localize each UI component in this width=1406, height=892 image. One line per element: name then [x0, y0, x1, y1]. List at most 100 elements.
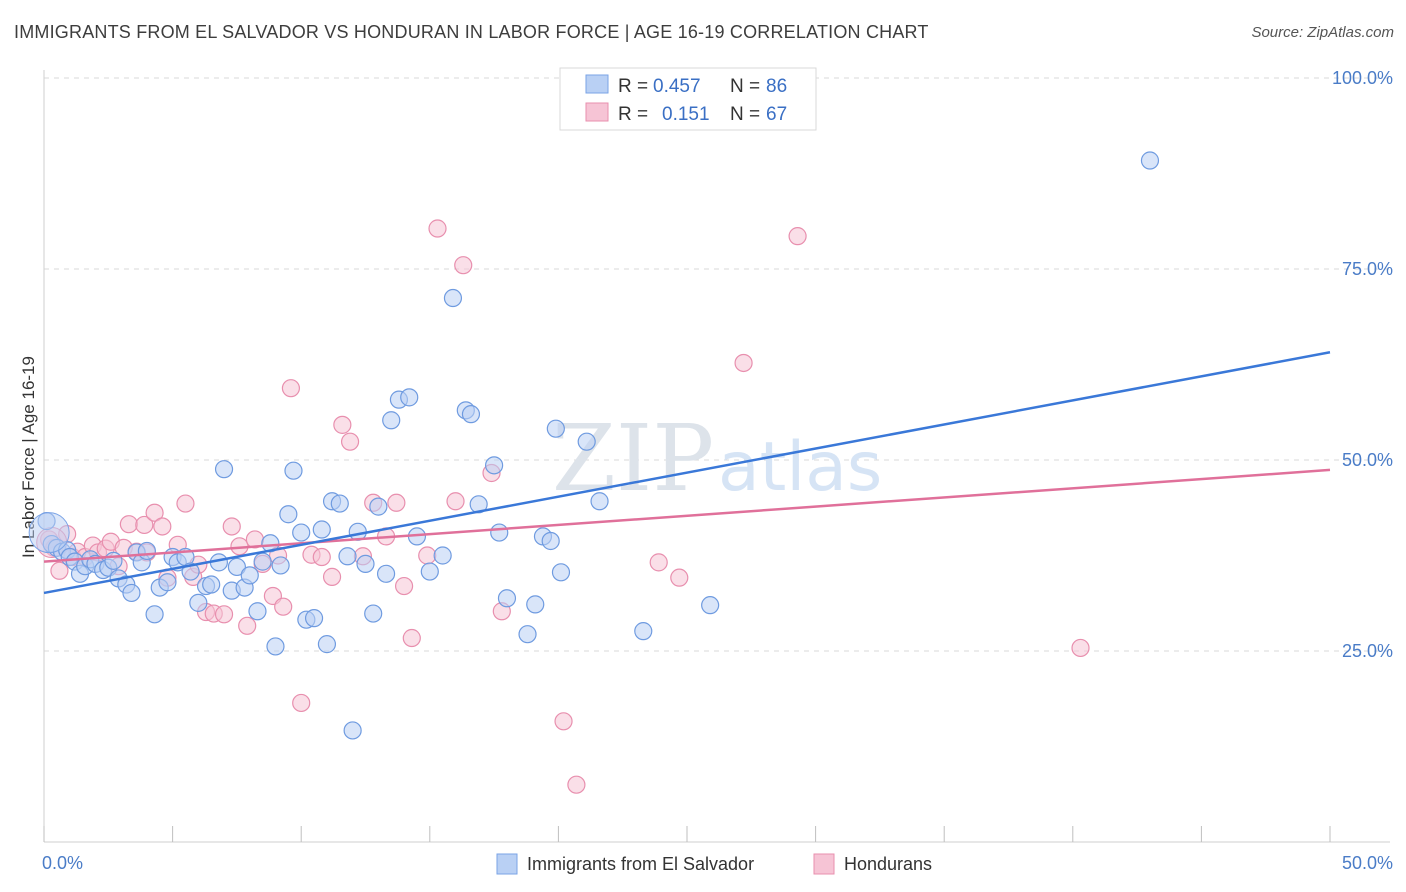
el-salvador-point: [104, 551, 123, 570]
legend: R = 0.457 N = 86 R = 0.151 N = 67: [559, 67, 817, 131]
bottom-legend-label-el-salvador: Immigrants from El Salvador: [527, 854, 754, 874]
hondurans-point: [312, 547, 331, 567]
hondurans-point: [281, 379, 301, 398]
bottom-legend-label-hondurans: Hondurans: [844, 854, 932, 874]
hondurans-point: [1071, 638, 1090, 658]
el-salvador-point: [137, 541, 156, 561]
hondurans-point: [322, 567, 342, 586]
trend-lines: [43, 351, 1331, 595]
source-label: Source: ZipAtlas.com: [1251, 24, 1394, 41]
hondurans-point: [222, 517, 241, 536]
watermark-zip: ZIP: [552, 405, 714, 512]
el-salvador-point: [1140, 151, 1160, 170]
hondurans-point: [145, 503, 164, 522]
hondurans-point: [119, 515, 138, 534]
el-salvador-point: [330, 494, 349, 513]
legend-n-value-1: 86: [766, 76, 787, 97]
el-salvador-point: [240, 566, 259, 585]
legend-r-label-1: R =: [618, 76, 648, 97]
legend-r-value-2: 0.151: [662, 104, 710, 125]
legend-n-label-2: N =: [730, 104, 760, 125]
hondurans-point: [292, 693, 311, 713]
el-salvador-point: [227, 557, 246, 577]
hondurans-point: [788, 227, 807, 246]
el-salvador-point: [189, 593, 208, 612]
el-salvador-point: [546, 419, 565, 438]
hondurans-point: [274, 597, 293, 616]
el-salvador-point: [312, 520, 331, 539]
x-axis-ticks: [43, 826, 1331, 842]
el-salvador-point: [364, 604, 383, 623]
grid-lines: [44, 77, 1392, 652]
chart-title: IMMIGRANTS FROM EL SALVADOR VS HONDURAN …: [14, 22, 929, 42]
axes: [43, 70, 1390, 843]
legend-swatch-pink: [585, 102, 609, 122]
hondurans-point: [153, 517, 172, 536]
bottom-legend: Immigrants from El Salvador Hondurans: [496, 853, 932, 875]
legend-n-label-1: N =: [730, 76, 760, 97]
hondurans-point: [418, 546, 437, 565]
x-tick-label-max: 50.0%: [1342, 853, 1393, 873]
el-salvador-point: [443, 288, 463, 308]
el-salvador-point: [433, 546, 452, 565]
hondurans-point: [670, 568, 689, 587]
hondurans-point: [402, 628, 421, 648]
hondurans-point: [340, 432, 360, 451]
hondurans-point: [454, 256, 473, 275]
hondurans-point: [135, 515, 154, 535]
y-axis-tick-labels: 100.0% 75.0% 50.0% 25.0%: [1332, 68, 1393, 661]
hondurans-point: [176, 494, 195, 513]
el-salvador-point: [304, 609, 324, 628]
el-salvador-point: [551, 563, 571, 582]
hondurans-point: [238, 616, 257, 635]
el-salvador-point: [317, 635, 337, 654]
el-salvador-point: [590, 492, 609, 511]
el-salvador-point: [518, 625, 537, 644]
el-salvador-point: [634, 622, 653, 641]
el-salvador-point: [122, 583, 141, 603]
legend-r-label-2: R =: [618, 104, 648, 125]
el-salvador-point: [369, 497, 388, 516]
hondurans-point: [394, 576, 414, 596]
legend-r-value-1: 0.457: [653, 76, 701, 97]
el-salvador-point: [497, 589, 517, 608]
el-salvador-point: [279, 505, 298, 524]
el-salvador-point: [382, 411, 401, 430]
el-salvador-point: [461, 405, 481, 424]
hondurans-point: [428, 219, 447, 238]
el-salvador-point: [541, 531, 560, 551]
bottom-legend-swatch-pink: [813, 853, 835, 875]
el-salvador-point: [214, 460, 234, 479]
x-tick-label-min: 0.0%: [42, 853, 83, 873]
legend-n-value-2: 67: [766, 104, 787, 125]
el-salvador-point: [526, 595, 545, 614]
el-salvador-point: [271, 556, 290, 575]
el-salvador-point-large: [28, 512, 70, 554]
hondurans-point: [567, 775, 586, 794]
el-salvador-point: [356, 554, 375, 574]
el-salvador-point: [577, 432, 596, 451]
hondurans-point: [734, 353, 753, 373]
el-salvador-point: [490, 523, 509, 542]
el-salvador-point: [485, 456, 504, 475]
hondurans-trend-line: [43, 468, 1331, 563]
hondurans-point: [214, 605, 234, 624]
el-salvador-point: [376, 564, 396, 583]
el-salvador-trend-line: [43, 351, 1331, 595]
hondurans-point: [554, 712, 573, 731]
el-salvador-point: [266, 637, 285, 656]
el-salvador-point: [253, 552, 272, 571]
hondurans-point: [387, 493, 406, 512]
el-salvador-point: [202, 575, 221, 594]
el-salvador-point: [284, 461, 303, 480]
el-salvador-point: [292, 523, 311, 542]
el-salvador-point: [400, 388, 419, 407]
legend-swatch-blue: [585, 74, 609, 94]
el-salvador-point: [248, 602, 267, 621]
hondurans-point: [649, 553, 668, 572]
y-tick-label: 75.0%: [1342, 259, 1393, 279]
el-salvador-point: [145, 605, 164, 624]
hondurans-point: [446, 492, 465, 511]
y-tick-label: 25.0%: [1342, 641, 1393, 661]
